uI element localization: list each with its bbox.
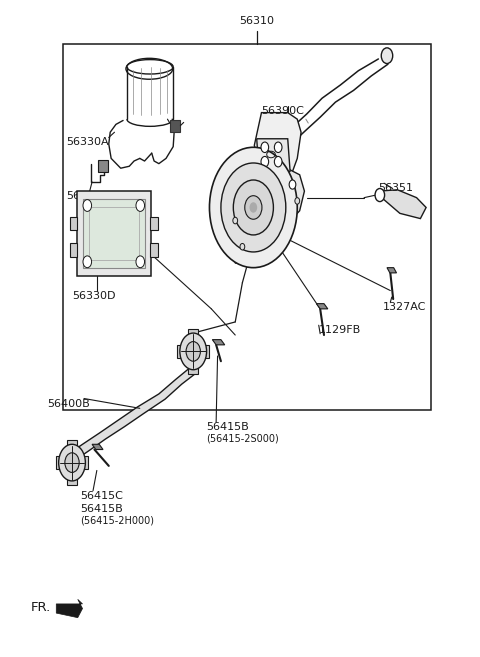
Bar — [189, 329, 198, 336]
Polygon shape — [266, 166, 304, 224]
Bar — [67, 478, 77, 485]
Bar — [63, 44, 431, 410]
Circle shape — [295, 198, 300, 204]
Bar — [84, 456, 88, 469]
Polygon shape — [316, 304, 328, 309]
Text: 1327AC: 1327AC — [383, 302, 427, 312]
Circle shape — [233, 180, 274, 235]
Circle shape — [289, 180, 296, 189]
Text: FR.: FR. — [31, 601, 51, 614]
Circle shape — [221, 163, 286, 252]
Text: 56351: 56351 — [378, 183, 413, 193]
Polygon shape — [377, 190, 426, 219]
Circle shape — [65, 453, 79, 472]
Circle shape — [245, 196, 262, 219]
Bar — [170, 120, 180, 132]
Polygon shape — [68, 368, 197, 461]
Bar — [189, 367, 198, 374]
Circle shape — [250, 202, 257, 213]
Circle shape — [375, 189, 384, 202]
Text: 56330D: 56330D — [72, 290, 116, 300]
Text: 56390C: 56390C — [262, 106, 304, 116]
Circle shape — [59, 444, 85, 481]
Bar — [56, 456, 60, 469]
Text: 56330A: 56330A — [66, 137, 108, 147]
Circle shape — [261, 156, 269, 167]
Circle shape — [83, 256, 92, 267]
Circle shape — [240, 244, 245, 250]
Circle shape — [136, 200, 144, 212]
Polygon shape — [387, 267, 396, 273]
Polygon shape — [77, 191, 151, 276]
Text: 56400B: 56400B — [47, 399, 89, 409]
Text: 56415B: 56415B — [206, 422, 249, 432]
Bar — [98, 160, 108, 172]
Polygon shape — [235, 224, 268, 263]
Text: (56415-2H000): (56415-2H000) — [80, 516, 154, 526]
Bar — [67, 440, 77, 447]
Circle shape — [186, 342, 200, 361]
Circle shape — [233, 217, 238, 224]
Polygon shape — [92, 444, 103, 449]
Bar — [150, 217, 158, 231]
Text: 56310: 56310 — [239, 16, 274, 26]
Circle shape — [209, 147, 297, 267]
Text: 1129FB: 1129FB — [319, 325, 361, 335]
Bar — [177, 345, 182, 358]
Circle shape — [381, 48, 393, 64]
Bar — [89, 208, 139, 260]
Text: (56415-2S000): (56415-2S000) — [206, 434, 279, 444]
Circle shape — [180, 333, 206, 370]
Polygon shape — [257, 139, 290, 171]
Circle shape — [261, 142, 269, 152]
Bar — [150, 244, 158, 256]
Circle shape — [275, 142, 282, 152]
Circle shape — [136, 256, 144, 267]
Circle shape — [83, 200, 92, 212]
Polygon shape — [212, 340, 225, 345]
Bar — [83, 199, 145, 268]
Bar — [204, 345, 209, 358]
Circle shape — [275, 156, 282, 167]
Text: 56415B: 56415B — [80, 504, 123, 514]
Polygon shape — [254, 112, 301, 178]
Text: 56415C: 56415C — [80, 491, 123, 501]
Bar — [70, 244, 77, 256]
Bar — [70, 217, 77, 231]
Text: 56397: 56397 — [66, 191, 101, 201]
Polygon shape — [56, 599, 83, 618]
